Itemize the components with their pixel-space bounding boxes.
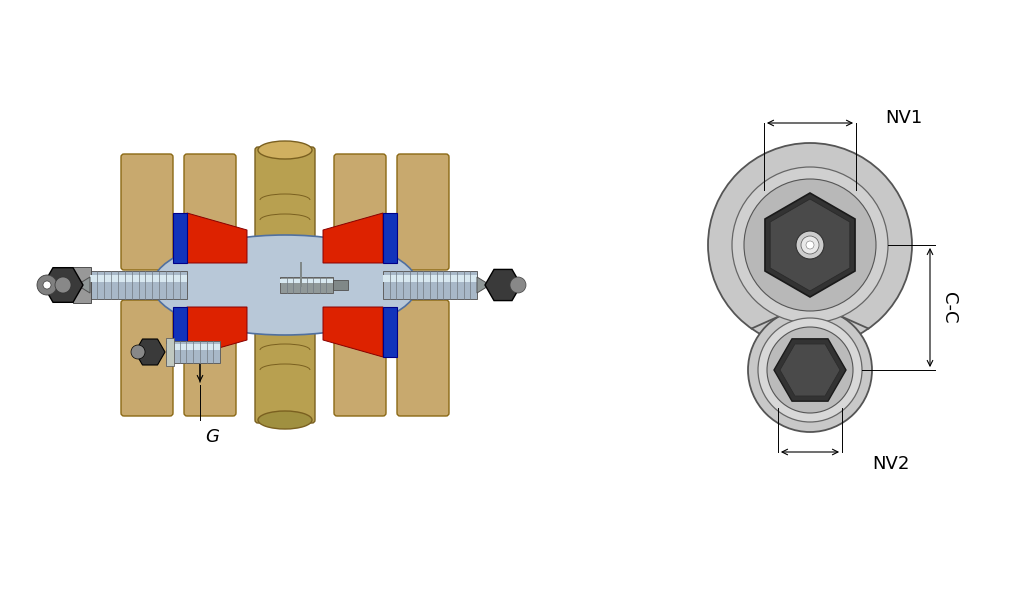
Bar — [280, 277, 333, 293]
Bar — [166, 338, 174, 366]
Text: C-C: C-C — [940, 292, 958, 323]
Ellipse shape — [258, 411, 312, 429]
Polygon shape — [780, 344, 840, 396]
Bar — [383, 213, 397, 263]
Bar — [173, 213, 187, 263]
Polygon shape — [323, 307, 383, 357]
Polygon shape — [485, 269, 521, 301]
Bar — [280, 280, 333, 283]
FancyBboxPatch shape — [255, 147, 315, 423]
Text: NV1: NV1 — [885, 109, 923, 127]
FancyBboxPatch shape — [121, 300, 173, 416]
Bar — [173, 307, 187, 357]
Circle shape — [37, 275, 57, 295]
FancyBboxPatch shape — [397, 300, 449, 416]
Circle shape — [43, 281, 51, 289]
Circle shape — [131, 345, 145, 359]
Polygon shape — [477, 277, 490, 293]
Bar — [383, 275, 477, 282]
Circle shape — [510, 277, 526, 293]
Ellipse shape — [258, 141, 312, 159]
Bar — [166, 344, 220, 350]
Circle shape — [767, 327, 853, 413]
FancyBboxPatch shape — [184, 154, 236, 270]
Circle shape — [796, 231, 824, 259]
Bar — [383, 307, 397, 357]
Bar — [90, 275, 187, 282]
Circle shape — [748, 308, 872, 432]
FancyBboxPatch shape — [121, 154, 173, 270]
FancyBboxPatch shape — [333, 300, 386, 416]
Polygon shape — [43, 268, 83, 302]
Polygon shape — [774, 339, 846, 401]
Polygon shape — [77, 277, 90, 293]
Polygon shape — [187, 213, 247, 263]
FancyBboxPatch shape — [333, 154, 386, 270]
Polygon shape — [765, 193, 855, 297]
Circle shape — [732, 167, 888, 323]
Circle shape — [801, 236, 819, 254]
Polygon shape — [187, 307, 247, 357]
Polygon shape — [323, 213, 383, 263]
Circle shape — [806, 241, 814, 249]
Circle shape — [744, 179, 876, 311]
Circle shape — [708, 143, 911, 347]
Polygon shape — [752, 316, 869, 329]
Bar — [166, 341, 220, 363]
FancyBboxPatch shape — [397, 154, 449, 270]
Bar — [300, 262, 302, 287]
Circle shape — [55, 277, 71, 293]
Circle shape — [758, 318, 862, 422]
FancyBboxPatch shape — [184, 300, 236, 416]
Bar — [73, 267, 91, 303]
Text: NV2: NV2 — [872, 455, 909, 473]
Ellipse shape — [152, 235, 417, 335]
Text: G: G — [205, 428, 219, 446]
Bar — [90, 271, 187, 299]
Polygon shape — [135, 339, 165, 365]
Polygon shape — [770, 199, 850, 291]
Bar — [333, 280, 348, 290]
Bar — [383, 271, 477, 299]
